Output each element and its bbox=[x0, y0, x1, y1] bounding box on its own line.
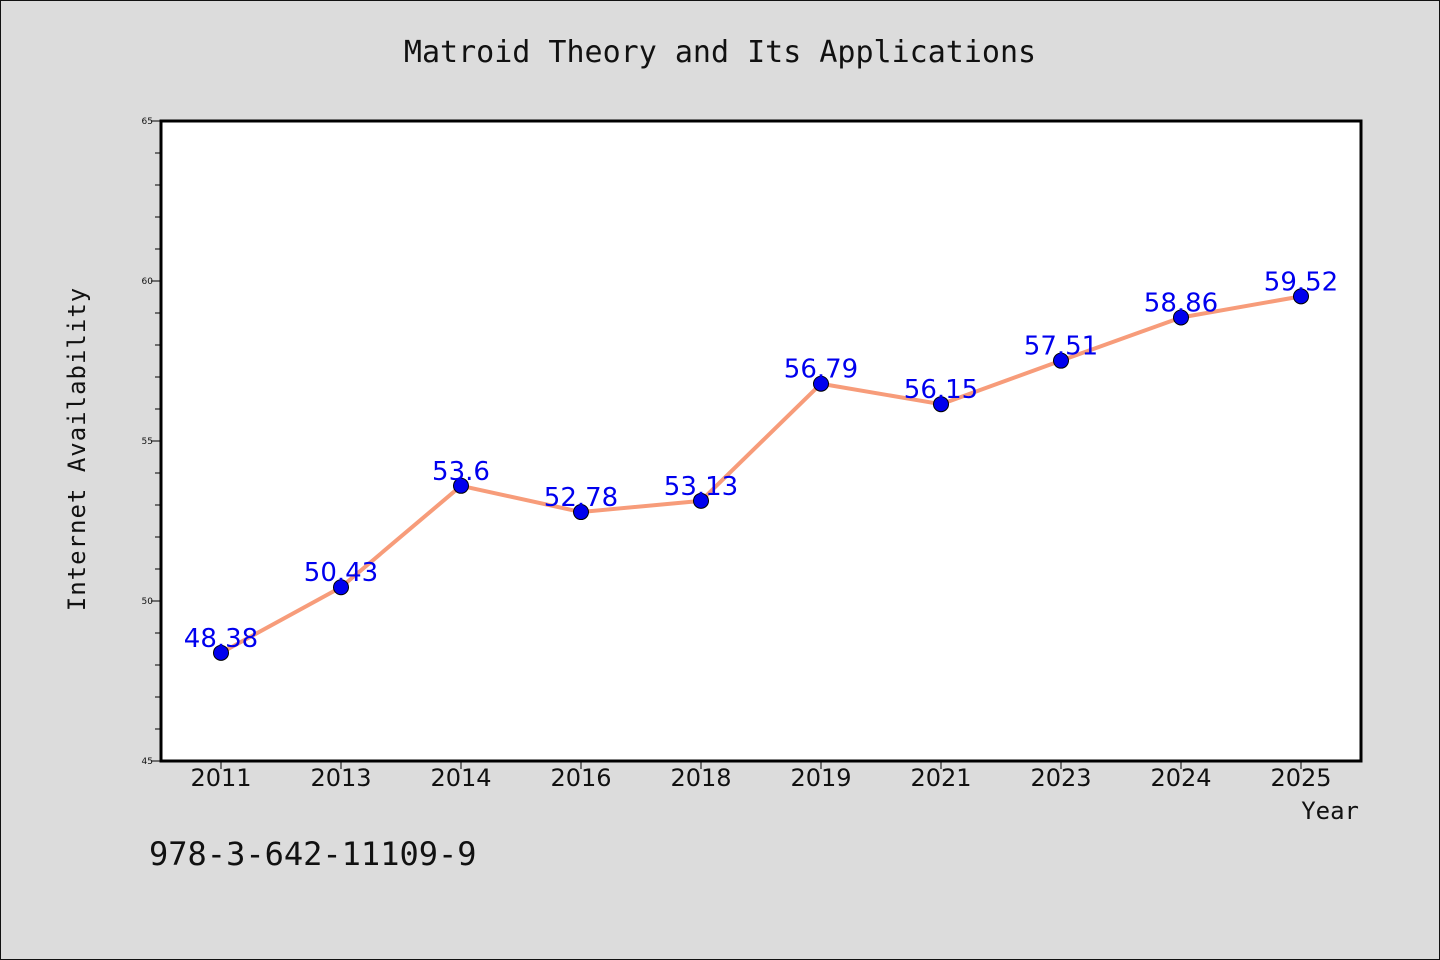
data-point bbox=[693, 492, 709, 509]
y-axis: 45 50 55 60 65 bbox=[142, 117, 161, 767]
x-tick-label: 2021 bbox=[910, 764, 971, 792]
x-tick-label: 2025 bbox=[1270, 764, 1331, 792]
chart-title: Matroid Theory and Its Applications bbox=[403, 35, 1037, 70]
y-tick-label: 60 bbox=[142, 277, 154, 287]
data-point bbox=[573, 504, 589, 521]
data-point bbox=[1173, 309, 1189, 326]
data-label: 48.38 bbox=[184, 624, 258, 654]
x-tick-label: 2018 bbox=[670, 764, 731, 792]
y-tick-label: 50 bbox=[142, 597, 154, 607]
data-label: 53.6 bbox=[432, 457, 490, 487]
x-tick-label: 2024 bbox=[1150, 764, 1211, 792]
y-tick-label: 45 bbox=[142, 757, 153, 767]
x-axis-label: Year bbox=[1301, 797, 1359, 825]
x-tick-label: 2016 bbox=[550, 764, 611, 792]
y-axis-label: Internet Availability bbox=[63, 286, 91, 612]
data-label: 58.86 bbox=[1144, 288, 1218, 318]
data-point bbox=[1293, 288, 1309, 305]
series-line bbox=[219, 294, 1303, 655]
data-label: 53.13 bbox=[664, 472, 738, 502]
x-tick-label: 2023 bbox=[1030, 764, 1091, 792]
series-layer: 48.38 50.43 53.6 52.78 53.13 56.79 56.15 57.51 5… bbox=[184, 267, 1338, 661]
data-label: 50.43 bbox=[304, 558, 378, 588]
x-tick-label: 2019 bbox=[790, 764, 851, 792]
data-point bbox=[453, 477, 469, 494]
data-label: 57.51 bbox=[1024, 332, 1098, 362]
isbn-code: 978-3-642-11109-9 bbox=[149, 835, 477, 873]
data-label: 52.78 bbox=[544, 483, 618, 513]
x-axis: 2011 2013 2014 2016 2018 2019 2021 2023 2024 2025 bbox=[190, 761, 1332, 792]
data-point bbox=[933, 396, 949, 413]
y-tick-label: 55 bbox=[142, 437, 153, 447]
x-tick-label: 2013 bbox=[310, 764, 371, 792]
x-tick-label: 2014 bbox=[430, 764, 491, 792]
data-point bbox=[213, 644, 229, 661]
data-point bbox=[1053, 352, 1069, 369]
data-label: 59.52 bbox=[1264, 267, 1338, 297]
data-label: 56.15 bbox=[904, 375, 978, 405]
data-point bbox=[333, 579, 349, 596]
y-tick-label: 65 bbox=[142, 117, 153, 127]
data-point bbox=[813, 375, 829, 392]
x-tick-label: 2011 bbox=[190, 764, 251, 792]
data-label: 56.79 bbox=[784, 355, 858, 385]
